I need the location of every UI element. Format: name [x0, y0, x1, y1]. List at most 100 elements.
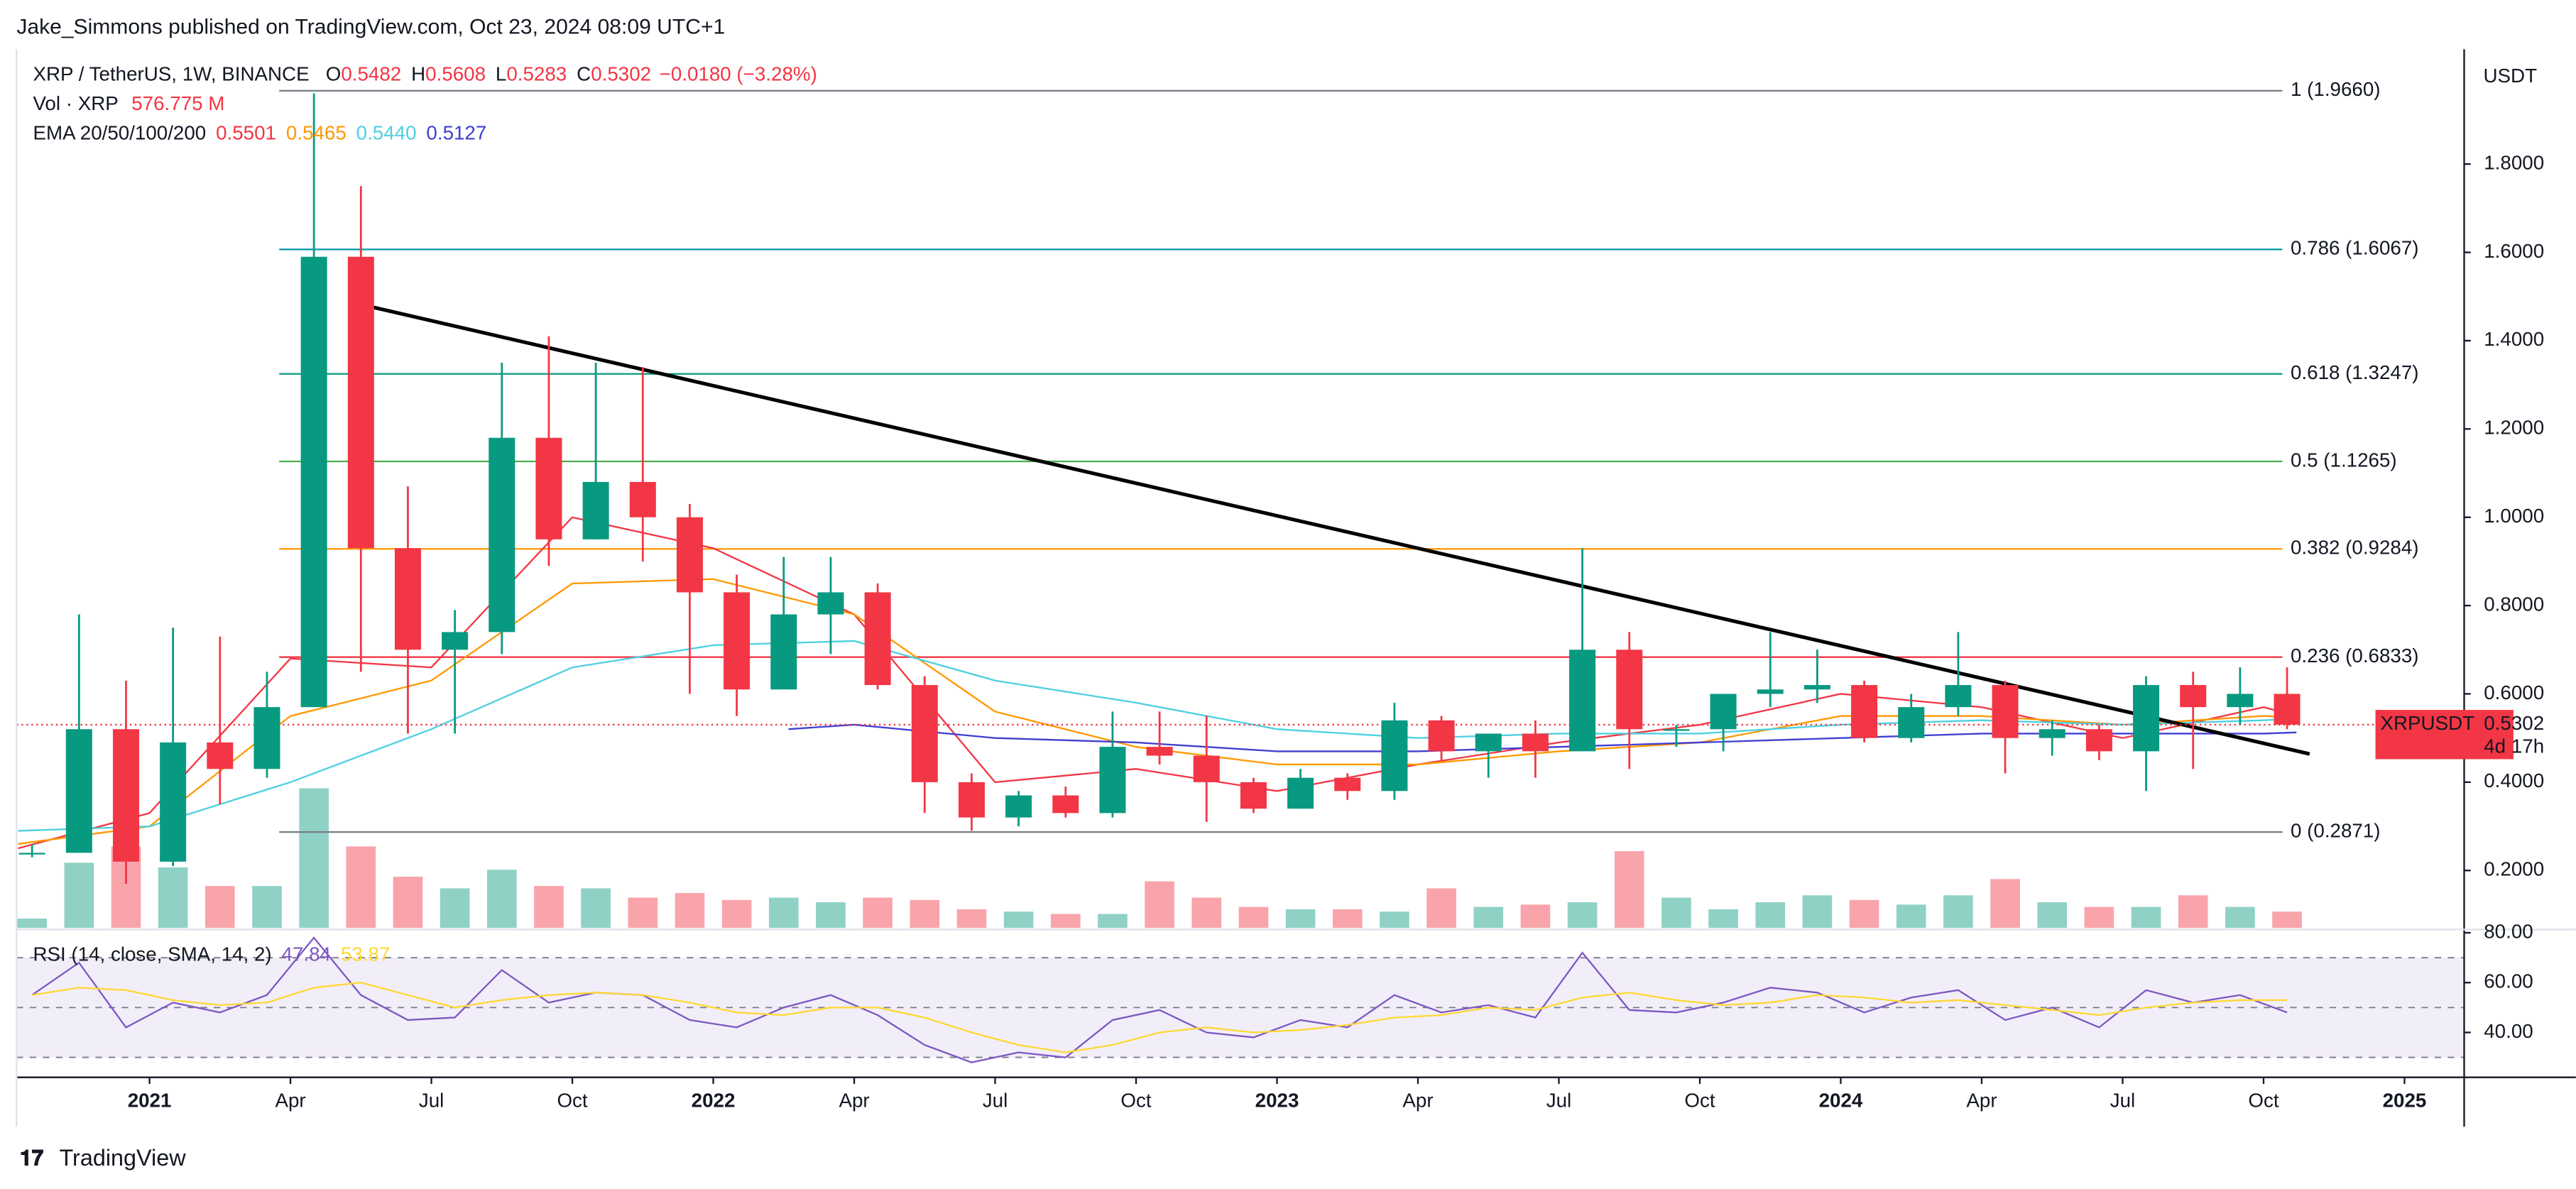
candle-body	[2274, 694, 2301, 725]
x-tick-label: Oct	[2248, 1090, 2278, 1112]
x-tick-label: Apr	[1402, 1090, 1433, 1112]
y-tick-label: 0.6000	[2484, 681, 2544, 703]
candle-body	[1616, 650, 1643, 730]
change: −0.0180 (−3.28%)	[660, 63, 817, 85]
volume-bar	[581, 888, 611, 928]
fib-label: 0.382 (0.9284)	[2291, 537, 2419, 559]
rsi-line	[31, 936, 2288, 1063]
candle-body	[1428, 720, 1455, 752]
candle-body	[1005, 795, 1032, 818]
volume-bar	[1098, 914, 1128, 928]
candle-body	[535, 437, 562, 539]
ohlc-label: C	[577, 63, 591, 85]
rsi-value: 47.84	[282, 943, 331, 965]
ema-line	[788, 723, 2297, 752]
fib-label: 0.236 (0.6833)	[2291, 645, 2419, 667]
volume-pane	[17, 788, 2302, 928]
y-tick-label: 0.8000	[2484, 593, 2544, 615]
candle-body	[1757, 689, 1784, 694]
rsi-tick-label: 80.00	[2484, 920, 2533, 942]
volume-bar	[2272, 911, 2302, 928]
candle-body	[1898, 707, 1925, 738]
fib-label: 0.5 (1.1265)	[2291, 449, 2397, 471]
rsi-legend: RSI (14, close, SMA, 14, 2) 47.84 53.87	[33, 943, 390, 965]
volume-bar	[2131, 906, 2161, 928]
y-tick-label: 0.2000	[2484, 858, 2544, 880]
x-tick-label: Oct	[1120, 1090, 1151, 1112]
y-tick-label: 1.4000	[2484, 328, 2544, 350]
ohlc-value: 0.5302	[591, 63, 651, 85]
volume-bar	[17, 919, 47, 928]
volume-bar	[1050, 914, 1081, 928]
axes: USDT 0.2000 0.4000 0.6000 0.8000 1.0000 1.200…	[16, 49, 2576, 1127]
x-tick-label: 2022	[692, 1090, 736, 1112]
price-tag-countdown: 4d 17h	[2484, 735, 2544, 757]
volume-bar	[440, 888, 470, 928]
y-tick-label: 1.2000	[2484, 417, 2544, 439]
candle-body	[1945, 685, 1972, 708]
fib-label: 0 (0.2871)	[2291, 819, 2381, 841]
volume-bar	[2225, 906, 2255, 928]
candle-body	[1663, 729, 1690, 731]
rsi-label: RSI (14, close, SMA, 14, 2)	[33, 943, 271, 965]
volume-bar	[1520, 904, 1551, 928]
volume-bar	[204, 886, 235, 928]
x-tick-label: Apr	[839, 1090, 869, 1112]
volume-bar	[1802, 895, 1833, 928]
legend: XRP / TetherUS, 1W, BINANCE O0.5482 H0.560…	[33, 63, 817, 965]
volume-bar	[1990, 879, 2020, 928]
rsi-line	[31, 982, 2288, 1053]
candle-body	[2180, 685, 2207, 708]
candle-body	[817, 592, 844, 615]
volume-value: 576.775 M	[131, 92, 224, 114]
candle-body	[1522, 733, 1549, 752]
volume-bar	[721, 899, 752, 928]
ohlc-label: O	[326, 63, 342, 85]
volume-bar	[346, 846, 376, 928]
ema-value: 0.5440	[356, 122, 417, 144]
ema-legend: EMA 20/50/100/200 0.5501 0.5465 0.5440 0.512…	[33, 122, 486, 144]
volume-bar	[1567, 902, 1598, 928]
volume-bar	[675, 892, 705, 928]
candle-body	[1475, 733, 1502, 752]
volume-bar	[816, 902, 846, 928]
candle-body	[1992, 685, 2019, 738]
rsi-value: 53.87	[341, 943, 390, 965]
candle-body	[300, 256, 327, 708]
volume-bar	[1145, 881, 1174, 928]
ema-value: 0.5127	[426, 122, 486, 144]
price-tag-value: 0.5302	[2484, 712, 2544, 734]
fib-label: 0.618 (1.3247)	[2291, 361, 2419, 383]
y-tick-label: 1.0000	[2484, 505, 2544, 527]
candle-body	[1099, 747, 1126, 813]
candle-body	[2133, 685, 2160, 752]
candle-body	[1569, 650, 1596, 752]
volume-bar	[910, 899, 940, 928]
y-tick-label: 0.4000	[2484, 769, 2544, 791]
y-tick-label: 1.6000	[2484, 240, 2544, 262]
ema-label: EMA 20/50/100/200	[33, 122, 206, 144]
candle-body	[394, 548, 421, 650]
rsi-tick-label: 60.00	[2484, 970, 2533, 992]
ohlc-value: 0.5482	[341, 63, 401, 85]
rsi-pane	[16, 936, 2465, 1063]
symbol-legend: XRP / TetherUS, 1W, BINANCE O0.5482 H0.560…	[33, 63, 817, 85]
x-tick-label: Jul	[2110, 1090, 2135, 1112]
volume-bar	[1896, 904, 1926, 928]
candle-body	[65, 729, 92, 853]
overlays: 1 (1.9660) 0.786 (1.6067) 0.618 (1.3247) 0.…	[16, 78, 2465, 850]
ema-value: 0.5501	[216, 122, 276, 144]
volume-bar	[1708, 909, 1738, 928]
volume-legend: Vol · XRP 576.775 M	[33, 92, 224, 114]
candle-body	[112, 729, 139, 862]
candle-body	[676, 517, 703, 593]
candle-body	[1193, 755, 1220, 782]
volume-bar	[1332, 909, 1363, 928]
trendline	[364, 303, 2310, 756]
ohlc-value: 0.5608	[425, 63, 486, 85]
y-tick-label: 1.8000	[2484, 151, 2544, 173]
candle-body	[582, 481, 609, 539]
x-tick-label: Apr	[275, 1090, 305, 1112]
x-tick-label: Oct	[1684, 1090, 1715, 1112]
